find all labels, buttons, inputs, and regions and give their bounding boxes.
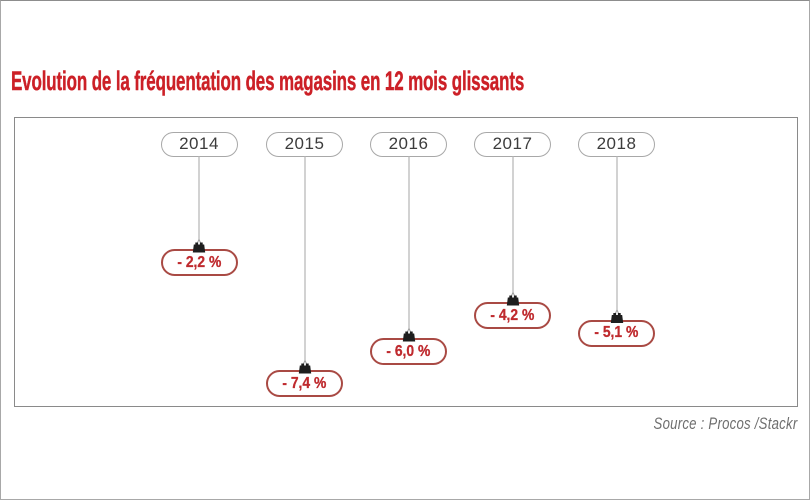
hanger-2014 [192, 156, 206, 253]
year-label: 2015 [284, 134, 325, 153]
value-label: - 5,1 % [594, 324, 639, 341]
chart-title: Evolution de la fréquentation des magasi… [11, 66, 525, 96]
year-pill-2016: 2016 [370, 131, 447, 157]
year-pill-2017: 2017 [474, 131, 551, 157]
value-pill-2014: - 2,2 % [160, 249, 238, 276]
source-credit: Source : Procos /Stackr [653, 414, 797, 433]
year-label: 2018 [596, 134, 637, 153]
hanger-2016 [402, 156, 415, 342]
year-label: 2017 [492, 134, 533, 153]
hanger-2015 [298, 156, 311, 374]
value-pill-2015: - 7,4 % [266, 370, 343, 397]
hanger-2017 [506, 156, 519, 306]
hanger-2018 [610, 156, 623, 323]
value-pill-2016: - 6,0 % [370, 338, 447, 365]
year-pill-2014: 2014 [160, 131, 238, 157]
value-label: - 2,2 % [177, 253, 221, 271]
value-label: - 6,0 % [386, 342, 431, 360]
year-pill-2015: 2015 [266, 131, 343, 157]
value-pill-2017: - 4,2 % [474, 302, 551, 329]
year-pill-2018: 2018 [578, 131, 655, 157]
year-label: 2016 [388, 134, 429, 153]
value-label: - 7,4 % [282, 374, 327, 392]
year-label: 2014 [179, 134, 219, 153]
value-label: - 4,2 % [490, 306, 535, 324]
value-pill-2018: - 5,1 % [578, 319, 655, 347]
